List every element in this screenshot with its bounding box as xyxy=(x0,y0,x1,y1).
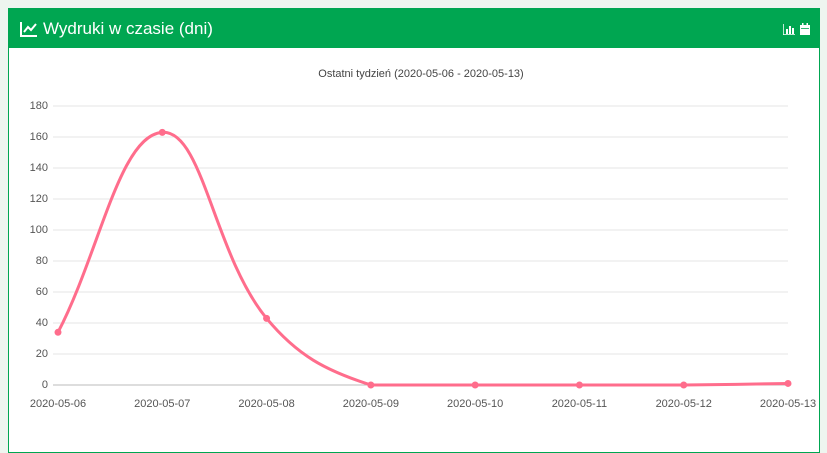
panel-title: Wydruki w czasie (dni) xyxy=(43,19,213,38)
point xyxy=(471,381,479,389)
x-tick-label: 2020-05-09 xyxy=(343,398,399,410)
x-tick-label: 2020-05-13 xyxy=(760,398,816,410)
chart-icon xyxy=(20,22,37,37)
y-tick-label: 160 xyxy=(30,131,48,143)
line xyxy=(56,130,789,387)
y-tick-label: 80 xyxy=(36,255,48,267)
x-tick-label: 2020-05-06 xyxy=(30,398,86,410)
y-tick-label: 140 xyxy=(30,162,48,174)
point xyxy=(263,314,271,322)
y-tick-label: 180 xyxy=(30,100,48,112)
y-tick-label: 120 xyxy=(30,193,48,205)
panel-header: Wydruki w czasie (dni) xyxy=(9,9,819,48)
x-tick-label: 2020-05-08 xyxy=(238,398,294,410)
y-tick-label: 40 xyxy=(36,317,48,329)
x-tick-label: 2020-05-07 xyxy=(134,398,190,410)
y-tick-label: 0 xyxy=(42,379,48,391)
y-tick-label: 60 xyxy=(36,286,48,298)
chart-title: Ostatni tydzień (2020-05-06 - 2020-05-13… xyxy=(318,68,523,80)
x-tick-label: 2020-05-11 xyxy=(552,398,607,410)
y-tick-label: 20 xyxy=(36,348,48,360)
x-tick-label: 2020-05-12 xyxy=(656,398,712,410)
point xyxy=(680,381,688,389)
point xyxy=(367,381,375,389)
point xyxy=(575,381,583,389)
y-tick-label: 100 xyxy=(30,224,48,236)
x-tick-label: 2020-05-10 xyxy=(447,398,503,410)
chart-type-button[interactable] xyxy=(783,24,795,35)
point xyxy=(158,128,166,136)
point xyxy=(784,379,792,387)
point xyxy=(54,328,62,336)
calendar-button[interactable] xyxy=(800,23,810,35)
